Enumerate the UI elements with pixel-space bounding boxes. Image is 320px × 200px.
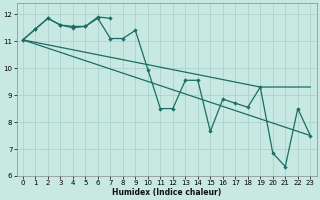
X-axis label: Humidex (Indice chaleur): Humidex (Indice chaleur) [112,188,221,197]
